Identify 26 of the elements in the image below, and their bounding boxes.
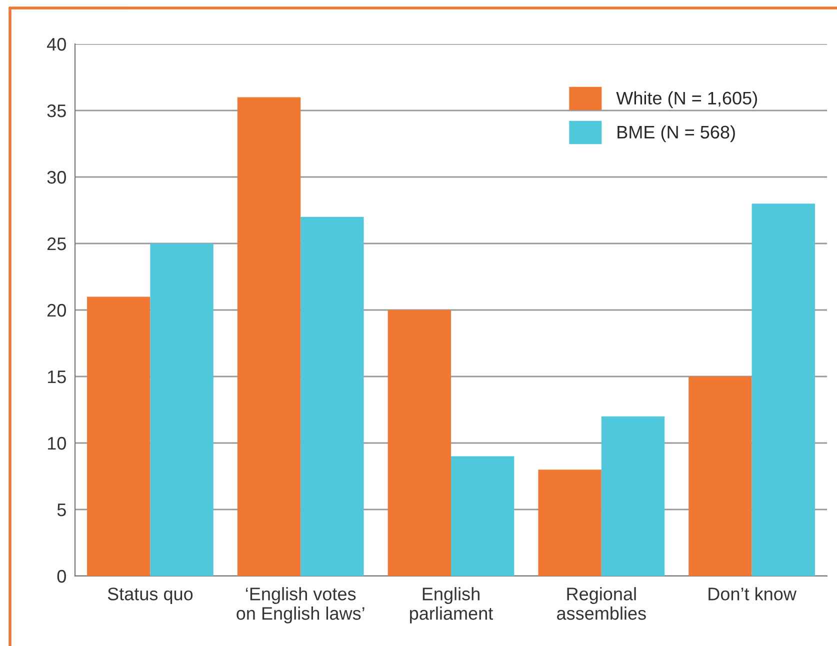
bar (388, 310, 451, 576)
bar (300, 216, 364, 576)
bar (237, 97, 301, 576)
bar (451, 456, 514, 576)
bar (752, 204, 815, 576)
legend-label: White (N = 1,605) (616, 91, 757, 108)
bar (601, 416, 665, 576)
y-tick-label: 40 (47, 38, 66, 51)
x-tick-label: Don’t know (708, 587, 797, 600)
bar (538, 470, 602, 576)
y-tick-label: 10 (48, 436, 66, 450)
legend-label: BME (N = 568) (618, 125, 735, 142)
y-tick-label: 5 (57, 504, 66, 516)
y-tick-label: 0 (57, 570, 66, 583)
y-tick-label: 30 (47, 170, 66, 184)
y-tick-label: 35 (47, 104, 66, 118)
y-tick-label: 15 (48, 370, 66, 384)
bar (87, 296, 150, 576)
x-tick-label: Regional assemblies (557, 587, 646, 620)
bar (150, 244, 214, 576)
x-tick-label: English parliament (410, 587, 494, 624)
x-tick-label: ‘English votes on English laws’ (236, 587, 364, 624)
x-tick-label: Status quo (108, 588, 193, 604)
y-tick-label: 25 (47, 237, 66, 250)
bar (688, 376, 752, 576)
y-tick-label: 20 (47, 304, 66, 317)
